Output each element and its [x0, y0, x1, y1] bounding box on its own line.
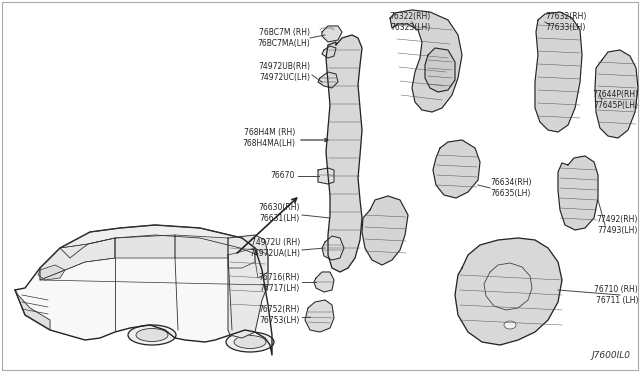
Polygon shape [390, 10, 462, 112]
Polygon shape [175, 235, 228, 258]
Polygon shape [322, 26, 342, 42]
Polygon shape [314, 272, 334, 292]
Ellipse shape [128, 325, 176, 345]
Text: 74972UB(RH)
74972UC(LH): 74972UB(RH) 74972UC(LH) [258, 62, 310, 82]
Polygon shape [318, 72, 338, 88]
Polygon shape [40, 238, 115, 280]
Polygon shape [15, 225, 272, 355]
Polygon shape [60, 225, 258, 258]
Polygon shape [255, 248, 268, 278]
Polygon shape [433, 140, 480, 198]
Polygon shape [326, 35, 362, 272]
Polygon shape [228, 248, 255, 268]
Polygon shape [425, 48, 455, 92]
Ellipse shape [234, 336, 266, 349]
Ellipse shape [136, 328, 168, 341]
Text: 768H4M (RH)
768H4MA(LH): 768H4M (RH) 768H4MA(LH) [242, 128, 295, 148]
Polygon shape [455, 238, 562, 345]
Polygon shape [558, 156, 598, 230]
Text: J7600IL0: J7600IL0 [591, 351, 630, 360]
Ellipse shape [504, 321, 516, 329]
Text: 76BC7M (RH)
76BC7MA(LH): 76BC7M (RH) 76BC7MA(LH) [257, 28, 310, 48]
Text: 76716(RH)
76717(LH): 76716(RH) 76717(LH) [259, 273, 300, 293]
Text: 76710 (RH)
76711 (LH): 76710 (RH) 76711 (LH) [595, 285, 638, 305]
Text: 76752(RH)
76753(LH): 76752(RH) 76753(LH) [259, 305, 300, 325]
Polygon shape [362, 196, 408, 265]
Text: 76630(RH)
76631(LH): 76630(RH) 76631(LH) [259, 203, 300, 223]
Polygon shape [38, 265, 65, 280]
Text: 76322(RH)
76323(LH): 76322(RH) 76323(LH) [389, 12, 431, 32]
Polygon shape [15, 290, 50, 330]
Polygon shape [535, 12, 582, 132]
Text: 77492(RH)
77493(LH): 77492(RH) 77493(LH) [596, 215, 638, 235]
Text: 77644P(RH)
77645P(LH): 77644P(RH) 77645P(LH) [592, 90, 638, 110]
Polygon shape [322, 46, 336, 58]
Text: 76634(RH)
76635(LH): 76634(RH) 76635(LH) [490, 178, 531, 198]
Polygon shape [228, 235, 268, 338]
Text: 77632(RH)
77633(LH): 77632(RH) 77633(LH) [545, 12, 586, 32]
Text: 74972U (RH)
74972UA(LH): 74972U (RH) 74972UA(LH) [249, 238, 300, 258]
Polygon shape [595, 50, 638, 138]
Polygon shape [318, 168, 334, 184]
Polygon shape [305, 300, 334, 332]
Polygon shape [115, 235, 175, 258]
Text: 76670: 76670 [271, 170, 295, 180]
Polygon shape [322, 236, 344, 260]
Ellipse shape [226, 332, 274, 352]
